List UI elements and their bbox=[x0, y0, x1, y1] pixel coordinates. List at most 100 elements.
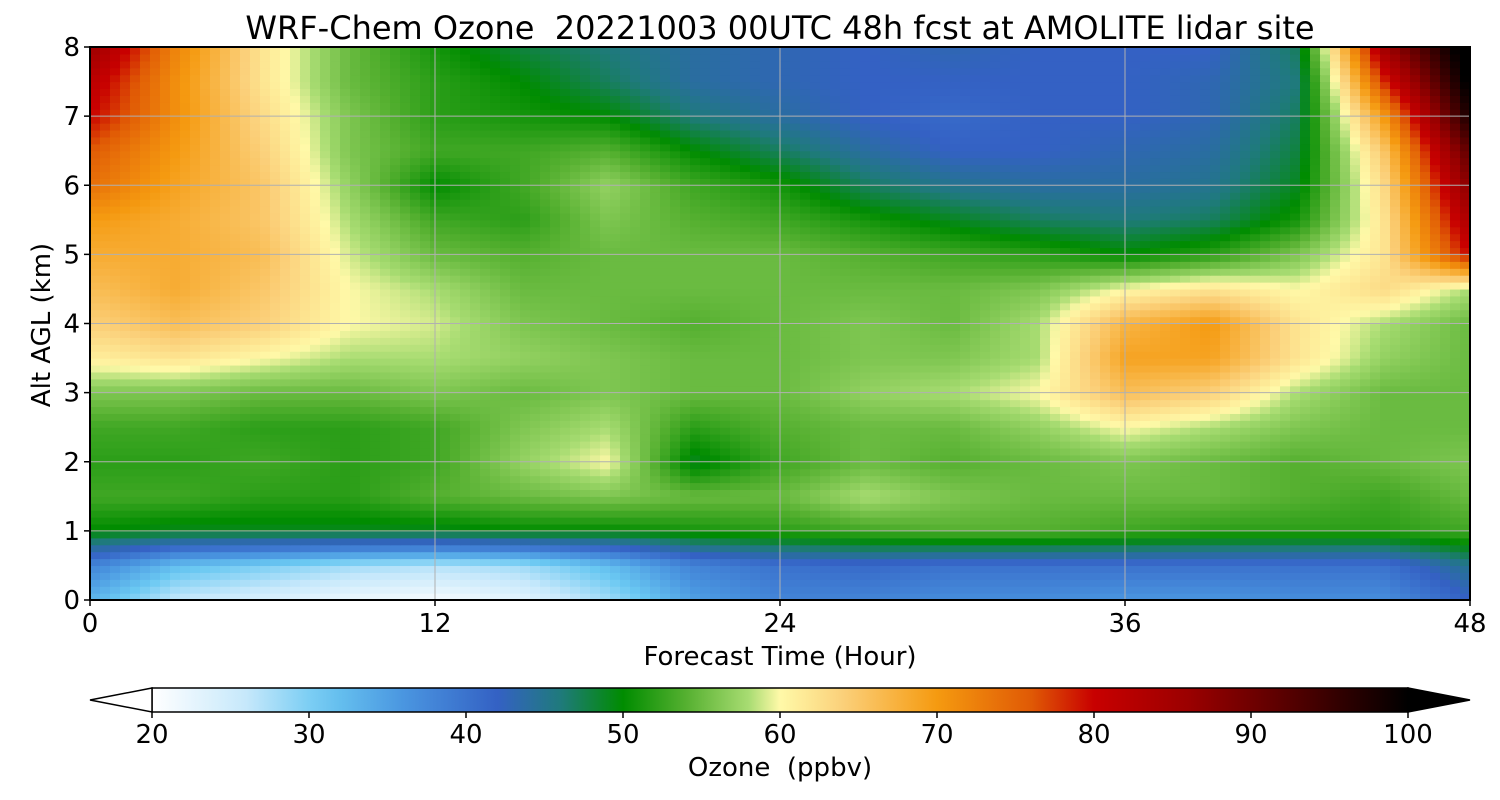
heatmap-cell bbox=[1030, 399, 1041, 408]
heatmap-cell bbox=[1370, 447, 1381, 456]
heatmap-cell bbox=[1370, 475, 1381, 484]
heatmap-cell bbox=[990, 551, 1001, 560]
heatmap-cell bbox=[960, 482, 971, 490]
heatmap-cell bbox=[1310, 406, 1321, 414]
heatmap-cell bbox=[830, 406, 841, 414]
heatmap-cell bbox=[160, 399, 171, 408]
heatmap-cell bbox=[340, 475, 351, 484]
heatmap-cell bbox=[790, 385, 801, 394]
heatmap-cell bbox=[1010, 351, 1021, 359]
heatmap-cell bbox=[1440, 530, 1451, 539]
heatmap-cell bbox=[170, 454, 181, 463]
heatmap-cell bbox=[1290, 482, 1301, 490]
heatmap-cell bbox=[380, 565, 391, 573]
heatmap-cell bbox=[140, 434, 151, 442]
heatmap-cell bbox=[1380, 489, 1391, 497]
heatmap-cell bbox=[700, 482, 711, 490]
heatmap-cell bbox=[680, 593, 691, 600]
heatmap-cell bbox=[130, 593, 141, 600]
heatmap-cell bbox=[1400, 364, 1411, 373]
heatmap-cell bbox=[350, 378, 361, 387]
heatmap-cell bbox=[820, 351, 831, 359]
heatmap-cell bbox=[990, 503, 1001, 511]
heatmap-cell bbox=[750, 378, 761, 387]
heatmap-cell bbox=[210, 517, 221, 525]
heatmap-cell bbox=[1400, 482, 1411, 490]
heatmap-cell bbox=[710, 385, 721, 394]
heatmap-cell bbox=[1450, 503, 1461, 511]
heatmap-cell bbox=[1320, 392, 1331, 401]
heatmap-cell bbox=[1070, 579, 1081, 587]
heatmap-cell bbox=[720, 496, 731, 504]
heatmap-cell bbox=[710, 434, 721, 442]
heatmap-cell bbox=[1110, 586, 1121, 594]
heatmap-cell bbox=[550, 593, 561, 600]
heatmap-cell bbox=[480, 427, 491, 435]
heatmap-cell bbox=[940, 586, 951, 594]
heatmap-cell bbox=[1060, 565, 1071, 573]
heatmap-cell bbox=[90, 447, 101, 456]
heatmap-cell bbox=[400, 475, 411, 484]
heatmap-cell bbox=[1070, 537, 1081, 546]
heatmap-cell bbox=[1020, 558, 1031, 567]
heatmap-cell bbox=[1130, 378, 1141, 387]
heatmap-cell bbox=[1230, 530, 1241, 539]
heatmap-cell bbox=[530, 434, 541, 442]
heatmap-cell bbox=[690, 371, 701, 380]
heatmap-cell bbox=[820, 461, 831, 470]
heatmap-cell bbox=[630, 572, 641, 580]
heatmap-cell bbox=[560, 399, 571, 408]
heatmap-cell bbox=[270, 468, 281, 477]
heatmap-cell bbox=[830, 579, 841, 587]
heatmap-cell bbox=[640, 434, 651, 442]
heatmap-cell bbox=[570, 489, 581, 497]
heatmap-cell bbox=[1220, 510, 1231, 518]
heatmap-cell bbox=[700, 351, 711, 359]
heatmap-cell bbox=[140, 351, 151, 359]
heatmap-cell bbox=[370, 461, 381, 470]
heatmap-cell bbox=[320, 351, 331, 359]
heatmap-cell bbox=[1410, 544, 1421, 553]
heatmap-cell bbox=[1250, 371, 1261, 380]
heatmap-cell bbox=[580, 489, 591, 497]
heatmap-cell bbox=[1220, 579, 1231, 587]
heatmap-cell bbox=[450, 468, 461, 477]
heatmap-cell bbox=[100, 551, 111, 560]
heatmap-cell bbox=[900, 371, 911, 380]
heatmap-cell bbox=[250, 441, 261, 449]
heatmap-cell bbox=[1320, 434, 1331, 442]
heatmap-cell bbox=[1070, 544, 1081, 553]
heatmap-cell bbox=[170, 399, 181, 408]
heatmap-cell bbox=[800, 413, 811, 421]
heatmap-cell bbox=[700, 579, 711, 587]
heatmap-cell bbox=[690, 434, 701, 442]
heatmap-cell bbox=[1400, 489, 1411, 497]
heatmap-cell bbox=[860, 434, 871, 442]
heatmap-cell bbox=[360, 489, 371, 497]
heatmap-cell bbox=[890, 371, 901, 380]
heatmap-cell bbox=[320, 475, 331, 484]
heatmap-cell bbox=[1080, 447, 1091, 456]
heatmap-cell bbox=[910, 358, 921, 366]
heatmap-cell bbox=[630, 593, 641, 600]
heatmap-cell bbox=[550, 413, 561, 421]
heatmap-cell bbox=[330, 447, 341, 456]
heatmap-cell bbox=[880, 454, 891, 463]
heatmap-cell bbox=[1310, 454, 1321, 463]
heatmap-cell bbox=[1240, 413, 1251, 421]
heatmap-cell bbox=[670, 489, 681, 497]
heatmap-cell bbox=[100, 503, 111, 511]
heatmap-cell bbox=[1390, 586, 1401, 594]
heatmap-cell bbox=[330, 371, 341, 380]
heatmap-cell bbox=[120, 586, 131, 594]
heatmap-cell bbox=[150, 530, 161, 539]
heatmap-cell bbox=[1290, 579, 1301, 587]
heatmap-cell bbox=[1270, 385, 1281, 394]
heatmap-cell bbox=[650, 565, 661, 573]
heatmap-cell bbox=[210, 565, 221, 573]
heatmap-cell bbox=[620, 447, 631, 456]
heatmap-cell bbox=[930, 378, 941, 387]
heatmap-cell bbox=[1270, 530, 1281, 539]
heatmap-cell bbox=[100, 565, 111, 573]
heatmap-cell bbox=[170, 537, 181, 546]
